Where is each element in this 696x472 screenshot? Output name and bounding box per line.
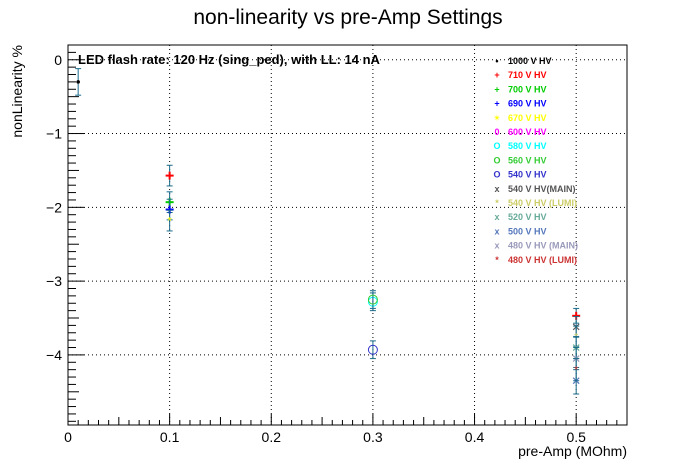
circle-marker bbox=[367, 344, 378, 355]
x-tick-label: 0 bbox=[64, 429, 72, 445]
legend-marker: x bbox=[494, 212, 499, 222]
legend-label: 1000 V HV bbox=[508, 56, 552, 66]
legend-entry: x 540 V HV(MAIN) bbox=[494, 184, 575, 194]
chart-title: non-linearity vs pre-Amp Settings bbox=[193, 6, 502, 29]
legend-entry: O 540 V HV bbox=[493, 170, 546, 180]
y-tick-label: −1 bbox=[46, 126, 62, 142]
data-point: * bbox=[573, 358, 580, 382]
legend-entry: * 540 V HV (LUMI) bbox=[495, 198, 577, 208]
legend-label: 600 V HV bbox=[508, 127, 547, 137]
legend-label: 500 V HV bbox=[508, 226, 547, 236]
legend-marker: 0 bbox=[494, 127, 499, 137]
legend-entry: 0 600 V HV bbox=[494, 127, 546, 137]
legend-label: 540 V HV (LUMI) bbox=[508, 198, 577, 208]
legend-entry: • 1000 V HV bbox=[495, 56, 551, 66]
data-point bbox=[367, 290, 378, 309]
legend-marker: + bbox=[494, 84, 499, 94]
legend-label: 690 V HV bbox=[508, 99, 547, 109]
legend-entry: O 580 V HV bbox=[493, 141, 546, 151]
legend-entry: x 480 V HV (MAIN) bbox=[494, 241, 578, 251]
legend-label: 710 V HV bbox=[508, 70, 547, 80]
data-point: * bbox=[166, 209, 173, 232]
x-tick-label: 0.1 bbox=[160, 429, 180, 445]
legend-label: 580 V HV bbox=[508, 141, 547, 151]
x-tick-label: 0.3 bbox=[363, 429, 383, 445]
legend-label: 480 V HV (LUMI) bbox=[508, 255, 577, 265]
legend-marker: + bbox=[494, 70, 499, 80]
legend-marker: x bbox=[494, 184, 499, 194]
x-tick-label: 0.2 bbox=[262, 429, 282, 445]
y-tick-label: −3 bbox=[46, 273, 62, 289]
data-point bbox=[75, 68, 82, 96]
data-point bbox=[367, 340, 378, 360]
tick-labels: 0 0.1 0.2 0.3 0.4 0.5 0 −1 −2 −3 −4 bbox=[46, 52, 586, 445]
plot-frame bbox=[67, 44, 628, 426]
legend-marker: + bbox=[494, 99, 499, 109]
circle-marker bbox=[367, 294, 378, 305]
legend-entry: +700 V HV bbox=[494, 84, 546, 94]
legend-marker: • bbox=[495, 56, 498, 66]
data-points: * * * bbox=[75, 68, 581, 395]
legend-marker: * bbox=[495, 255, 499, 265]
legend-label: 560 V HV bbox=[508, 155, 547, 165]
legend-label: 700 V HV bbox=[508, 84, 547, 94]
legend-marker: * bbox=[495, 198, 499, 208]
legend-marker: ✴ bbox=[493, 113, 501, 123]
legend-label: 480 V HV (MAIN) bbox=[508, 241, 578, 251]
legend-label: 540 V HV(MAIN) bbox=[508, 184, 576, 194]
star-marker: * bbox=[574, 365, 579, 377]
legend-entry: x 520 V HV bbox=[494, 212, 546, 222]
x-tick-label: 0.5 bbox=[566, 429, 586, 445]
y-tick-label: −4 bbox=[46, 347, 62, 363]
legend-marker: O bbox=[493, 155, 500, 165]
data-point bbox=[165, 164, 174, 187]
legend-marker: O bbox=[493, 170, 500, 180]
x-tick-label: 0.4 bbox=[465, 429, 485, 445]
legend-entry: O 560 V HV bbox=[493, 155, 546, 165]
x-axis-title: pre-Amp (MOhm) bbox=[518, 443, 627, 459]
y-axis-title: nonLinearity % bbox=[9, 45, 25, 138]
dot-marker bbox=[76, 80, 80, 84]
legend-marker: x bbox=[494, 241, 499, 251]
y-tick-label: −2 bbox=[46, 199, 62, 215]
legend-entry: ✴ 670 V HV bbox=[493, 113, 546, 123]
legend: • 1000 V HV+ 710 V HV+ 700 V HV+ 690 V HV✴ 67… bbox=[493, 56, 578, 265]
legend-label: 670 V HV bbox=[508, 113, 547, 123]
legend-entry: x 500 V HV bbox=[494, 226, 546, 236]
legend-entry: +710 V HV bbox=[494, 70, 546, 80]
legend-label: 520 V HV bbox=[508, 212, 547, 222]
axis-ticks bbox=[67, 44, 618, 425]
legend-entry: * 480 V HV (LUMI) bbox=[495, 255, 577, 265]
legend-marker: x bbox=[494, 226, 499, 236]
legend-label: 540 V HV bbox=[508, 170, 547, 180]
y-tick-label: 0 bbox=[54, 52, 62, 68]
legend-entry: +690 V HV bbox=[494, 99, 546, 109]
data-point bbox=[572, 307, 581, 324]
chart-annotation: LED flash rate: 120 Hz (sing_ped), with … bbox=[78, 52, 381, 67]
star-marker: * bbox=[167, 216, 172, 228]
legend-marker: O bbox=[493, 141, 500, 151]
